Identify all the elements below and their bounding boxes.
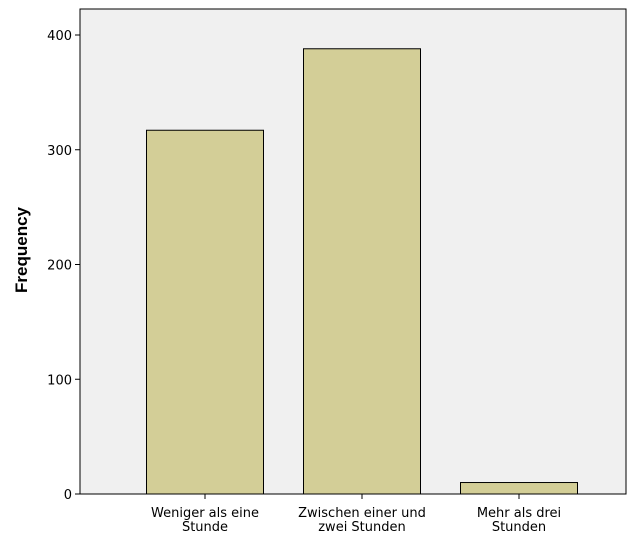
y-tick-label: 0 bbox=[64, 488, 72, 503]
y-tick-label: 400 bbox=[47, 29, 72, 44]
y-tick-label: 200 bbox=[47, 259, 72, 274]
y-tick-label: 300 bbox=[47, 144, 72, 159]
x-category-label: zwei Stunden bbox=[318, 520, 406, 535]
x-category-label: Stunde bbox=[182, 520, 228, 535]
y-axis-title: Frequency bbox=[12, 206, 31, 293]
bar bbox=[146, 129, 264, 495]
x-category-label: Zwischen einer und bbox=[298, 506, 426, 521]
x-category-label: Stunden bbox=[492, 520, 546, 535]
bar bbox=[303, 48, 421, 495]
y-tick-label: 100 bbox=[47, 373, 72, 388]
bars bbox=[146, 48, 578, 495]
x-category-label: Mehr als drei bbox=[477, 506, 561, 521]
x-category-label: Weniger als eine bbox=[151, 506, 259, 521]
bar bbox=[460, 482, 578, 495]
y-axis-ticks: 0 100 200 300 400 bbox=[47, 29, 80, 503]
